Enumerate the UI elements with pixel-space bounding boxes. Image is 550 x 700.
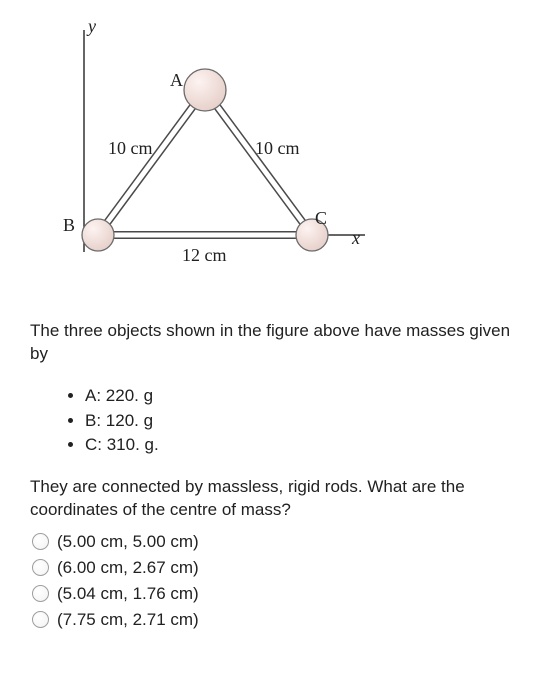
radio-icon[interactable] [32, 585, 49, 602]
radio-icon[interactable] [32, 533, 49, 550]
option-label: (7.75 cm, 2.71 cm) [57, 610, 199, 630]
mass-A [184, 69, 226, 111]
x-axis-label: x [352, 228, 360, 249]
side-AC-label: 10 cm [255, 138, 300, 159]
radio-icon[interactable] [32, 611, 49, 628]
list-item: C: 310. g. [85, 433, 520, 458]
list-item: A: 220. g [85, 384, 520, 409]
option-label: (5.04 cm, 1.76 cm) [57, 584, 199, 604]
mass-B [82, 219, 114, 251]
vertex-A-label: A [170, 70, 183, 91]
option-1[interactable]: (6.00 cm, 2.67 cm) [30, 558, 520, 578]
vertex-B-label: B [63, 215, 75, 236]
rod-AC [205, 90, 312, 235]
side-AB-label: 10 cm [108, 138, 153, 159]
side-BC-label: 12 cm [182, 245, 227, 266]
y-axis-label: y [88, 16, 96, 37]
option-label: (6.00 cm, 2.67 cm) [57, 558, 199, 578]
rod-AB [98, 90, 205, 235]
option-2[interactable]: (5.04 cm, 1.76 cm) [30, 584, 520, 604]
figure-diagram: y x A B C 10 cm 10 cm 12 cm [30, 20, 410, 290]
question-followup: They are connected by massless, rigid ro… [30, 476, 520, 522]
list-item: B: 120. g [85, 409, 520, 434]
mass-list: A: 220. g B: 120. g C: 310. g. [30, 384, 520, 458]
option-3[interactable]: (7.75 cm, 2.71 cm) [30, 610, 520, 630]
radio-icon[interactable] [32, 559, 49, 576]
question-intro: The three objects shown in the figure ab… [30, 320, 520, 366]
option-label: (5.00 cm, 5.00 cm) [57, 532, 199, 552]
option-0[interactable]: (5.00 cm, 5.00 cm) [30, 532, 520, 552]
vertex-C-label: C [315, 208, 327, 229]
